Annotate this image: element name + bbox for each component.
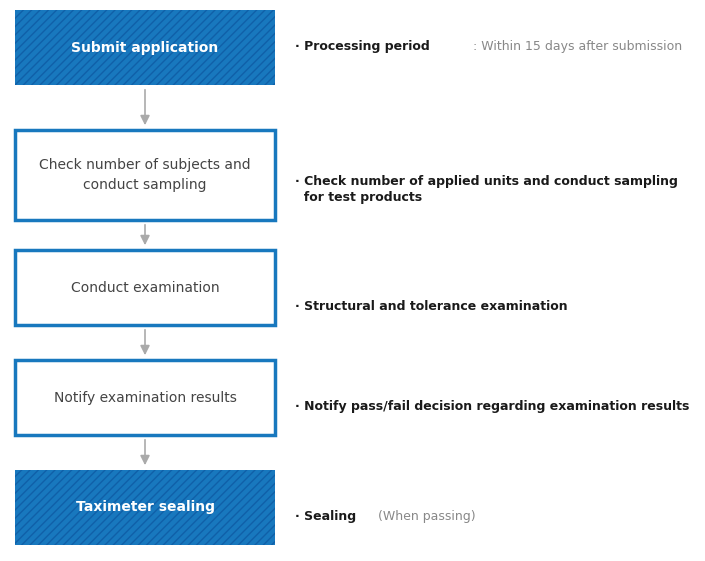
FancyBboxPatch shape (15, 250, 275, 325)
Text: · Sealing: · Sealing (295, 510, 356, 523)
Text: Taximeter sealing: Taximeter sealing (75, 500, 214, 514)
Text: (When passing): (When passing) (374, 510, 475, 523)
Text: · Check number of applied units and conduct sampling: · Check number of applied units and cond… (295, 175, 678, 188)
Text: · Structural and tolerance examination: · Structural and tolerance examination (295, 300, 568, 313)
FancyBboxPatch shape (15, 360, 275, 435)
Text: · Notify pass/fail decision regarding examination results: · Notify pass/fail decision regarding ex… (295, 400, 689, 413)
Text: Conduct examination: Conduct examination (70, 280, 219, 295)
FancyBboxPatch shape (15, 10, 275, 85)
Text: Submit application: Submit application (71, 40, 219, 54)
Text: : Within 15 days after submission: : Within 15 days after submission (469, 40, 682, 53)
FancyBboxPatch shape (15, 470, 275, 545)
Text: · Processing period: · Processing period (295, 40, 430, 53)
FancyBboxPatch shape (15, 130, 275, 220)
Text: Notify examination results: Notify examination results (54, 390, 236, 404)
Text: for test products: for test products (295, 191, 422, 204)
Text: Check number of subjects and
conduct sampling: Check number of subjects and conduct sam… (39, 158, 251, 192)
